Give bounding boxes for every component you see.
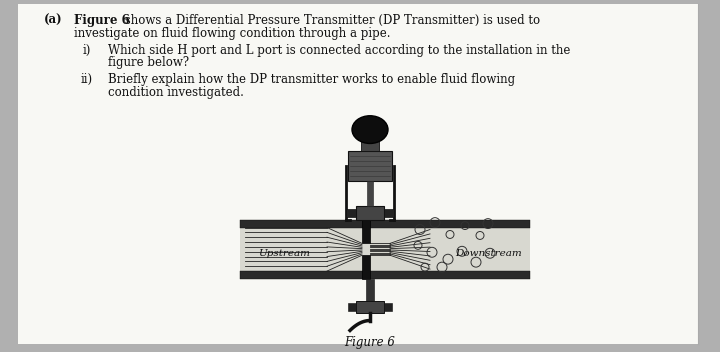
Bar: [240, 227, 530, 271]
Bar: [348, 151, 392, 181]
Bar: [348, 303, 356, 311]
Text: i): i): [83, 44, 91, 57]
Bar: [366, 279, 374, 301]
Text: figure below?: figure below?: [108, 56, 189, 69]
Text: Figure 6: Figure 6: [345, 337, 395, 350]
Text: Downstream: Downstream: [455, 249, 522, 258]
Ellipse shape: [352, 116, 388, 144]
Text: condition investigated.: condition investigated.: [108, 86, 244, 99]
Text: shows a Differential Pressure Transmitter (DP Transmitter) is used to: shows a Differential Pressure Transmitte…: [121, 14, 540, 27]
Text: Figure 6: Figure 6: [74, 14, 130, 27]
Text: ii): ii): [81, 73, 93, 86]
Bar: [240, 220, 530, 227]
Bar: [356, 206, 384, 220]
Text: Briefly explain how the DP transmitter works to enable fluid flowing: Briefly explain how the DP transmitter w…: [108, 73, 515, 86]
Bar: [367, 181, 373, 206]
Bar: [361, 139, 379, 151]
Bar: [384, 209, 394, 217]
Bar: [346, 209, 356, 217]
Bar: [240, 271, 530, 279]
Text: Which side H port and L port is connected according to the installation in the: Which side H port and L port is connecte…: [108, 44, 570, 57]
Bar: [356, 301, 384, 313]
Text: Upstream: Upstream: [258, 249, 310, 258]
Text: investigate on fluid flowing condition through a pipe.: investigate on fluid flowing condition t…: [74, 27, 390, 40]
Text: (a): (a): [44, 14, 63, 27]
Bar: [384, 303, 392, 311]
Bar: [362, 220, 370, 243]
Bar: [362, 255, 370, 279]
